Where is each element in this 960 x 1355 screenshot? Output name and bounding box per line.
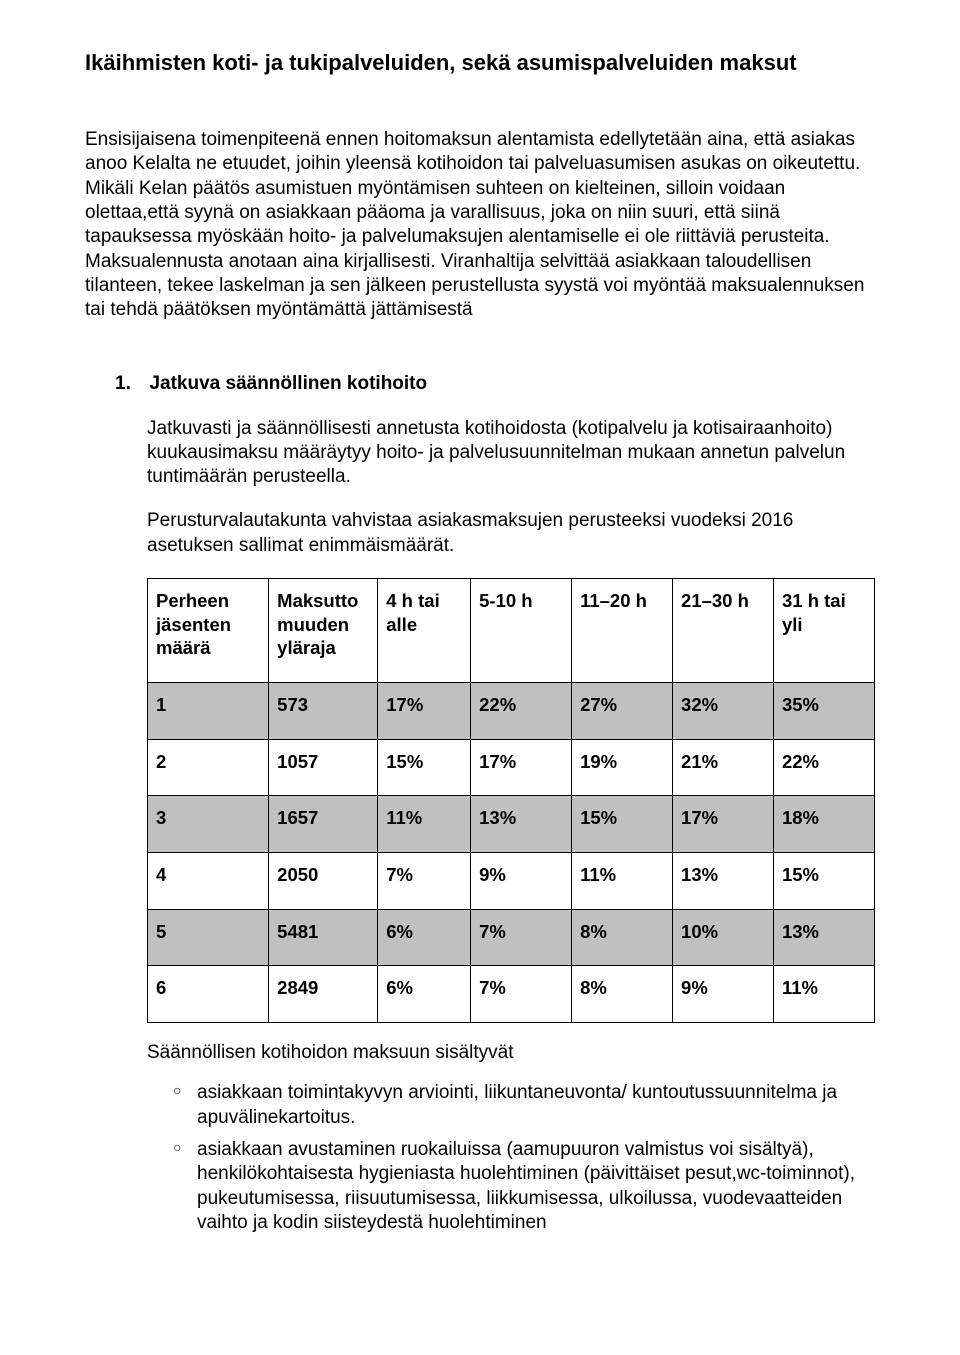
table-header-cell: Maksutto muuden yläraja — [269, 579, 378, 683]
table-cell: 7% — [471, 909, 572, 966]
section-1-paragraph-2: Perusturvalautakunta vahvistaa asiakasma… — [147, 509, 875, 558]
table-cell: 13% — [471, 796, 572, 853]
table-row: 2105715%17%19%21%22% — [148, 739, 875, 796]
table-row: 157317%22%27%32%35% — [148, 683, 875, 740]
table-cell: 21% — [673, 739, 774, 796]
table-cell: 10% — [673, 909, 774, 966]
table-header-cell: 11–20 h — [572, 579, 673, 683]
table-cell: 32% — [673, 683, 774, 740]
table-cell: 22% — [471, 683, 572, 740]
table-header-cell: 31 h tai yli — [773, 579, 874, 683]
table-cell: 17% — [378, 683, 471, 740]
section-1-number: 1. — [115, 373, 145, 395]
table-cell: 11% — [773, 966, 874, 1023]
table-cell: 2050 — [269, 853, 378, 910]
table-cell: 573 — [269, 683, 378, 740]
table-header-cell: 4 h tai alle — [378, 579, 471, 683]
table-header-cell: 21–30 h — [673, 579, 774, 683]
table-cell: 9% — [673, 966, 774, 1023]
document-title: Ikäihmisten koti- ja tukipalveluiden, se… — [85, 50, 875, 76]
table-cell: 11% — [572, 853, 673, 910]
section-1-body: Jatkuvasti ja säännöllisesti annetusta k… — [85, 417, 875, 1236]
table-body: 157317%22%27%32%35%2105715%17%19%21%22%3… — [148, 683, 875, 1023]
document-page: Ikäihmisten koti- ja tukipalveluiden, se… — [0, 0, 960, 1293]
table-cell: 13% — [673, 853, 774, 910]
table-cell: 1657 — [269, 796, 378, 853]
table-cell: 13% — [773, 909, 874, 966]
table-cell: 17% — [673, 796, 774, 853]
bullet-list: asiakkaan toimintakyvyn arviointi, liiku… — [147, 1081, 875, 1235]
table-row: 554816%7%8%10%13% — [148, 909, 875, 966]
table-cell: 17% — [471, 739, 572, 796]
table-cell: 2 — [148, 739, 269, 796]
table-cell: 6% — [378, 966, 471, 1023]
table-header-row: Perheen jäsenten määräMaksutto muuden yl… — [148, 579, 875, 683]
table-cell: 35% — [773, 683, 874, 740]
section-1-paragraph-1: Jatkuvasti ja säännöllisesti annetusta k… — [147, 417, 875, 490]
table-header-cell: 5-10 h — [471, 579, 572, 683]
table-row: 420507%9%11%13%15% — [148, 853, 875, 910]
table-cell: 1057 — [269, 739, 378, 796]
list-item: asiakkaan avustaminen ruokailuissa (aamu… — [173, 1138, 875, 1235]
table-cell: 6% — [378, 909, 471, 966]
table-cell: 18% — [773, 796, 874, 853]
table-cell: 6 — [148, 966, 269, 1023]
table-cell: 5 — [148, 909, 269, 966]
table-cell: 5481 — [269, 909, 378, 966]
section-1-title: Jatkuva säännöllinen kotihoito — [149, 373, 427, 394]
table-cell: 2849 — [269, 966, 378, 1023]
table-cell: 15% — [378, 739, 471, 796]
intro-paragraph: Ensisijaisena toimenpiteenä ennen hoitom… — [85, 128, 875, 323]
table-cell: 9% — [471, 853, 572, 910]
table-cell: 15% — [773, 853, 874, 910]
table-cell: 15% — [572, 796, 673, 853]
table-cell: 27% — [572, 683, 673, 740]
table-cell: 19% — [572, 739, 673, 796]
table-cell: 4 — [148, 853, 269, 910]
table-cell: 7% — [471, 966, 572, 1023]
after-table-line: Säännöllisen kotihoidon maksuun sisältyv… — [147, 1041, 875, 1065]
fee-table: Perheen jäsenten määräMaksutto muuden yl… — [147, 578, 875, 1023]
table-cell: 11% — [378, 796, 471, 853]
table-row: 628496%7%8%9%11% — [148, 966, 875, 1023]
table-row: 3165711%13%15%17%18% — [148, 796, 875, 853]
table-cell: 22% — [773, 739, 874, 796]
table-header-cell: Perheen jäsenten määrä — [148, 579, 269, 683]
table-cell: 7% — [378, 853, 471, 910]
list-item: asiakkaan toimintakyvyn arviointi, liiku… — [173, 1081, 875, 1130]
table-cell: 3 — [148, 796, 269, 853]
table-cell: 8% — [572, 966, 673, 1023]
table-cell: 8% — [572, 909, 673, 966]
table-cell: 1 — [148, 683, 269, 740]
section-1-header: 1. Jatkuva säännöllinen kotihoito — [85, 373, 875, 395]
